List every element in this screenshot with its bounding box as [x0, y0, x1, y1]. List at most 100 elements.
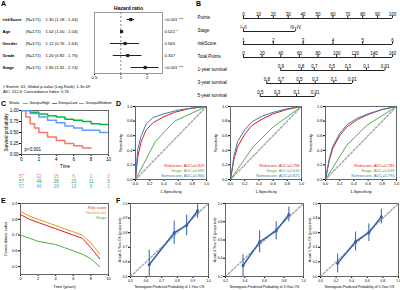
svg-text:1.12 (0.76 - 1.64): 1.12 (0.76 - 1.64): [46, 41, 79, 46]
svg-text:III~IV: III~IV: [290, 25, 301, 30]
svg-text:I~II: I~II: [240, 25, 246, 30]
svg-text:1: 1: [107, 184, 110, 189]
svg-text:20: 20: [271, 12, 277, 17]
svg-text:0.0: 0.0: [133, 181, 139, 186]
svg-text:1.0: 1.0: [396, 279, 400, 283]
svg-text:8: 8: [90, 276, 93, 281]
svg-text:1.0: 1.0: [222, 104, 228, 109]
svg-text:0.6: 0.6: [175, 181, 181, 186]
svg-text:100: 100: [333, 51, 341, 56]
svg-text:1.0: 1.0: [317, 104, 323, 109]
svg-text:0.5: 0.5: [123, 275, 128, 279]
svg-text:0.0: 0.0: [323, 181, 329, 186]
svg-text:0.00: 0.00: [10, 152, 19, 157]
svg-text:0.4: 0.4: [127, 148, 133, 153]
svg-text:0.4: 0.4: [222, 148, 228, 153]
svg-text:0.8: 0.8: [222, 118, 228, 123]
svg-text:6: 6: [391, 38, 394, 43]
svg-text:(N=171): (N=171): [26, 53, 42, 58]
svg-text:10: 10: [106, 276, 111, 281]
svg-text:riskScore: riskScore: [198, 41, 217, 46]
svg-text:0.5: 0.5: [12, 264, 18, 269]
svg-text:<0.001 ***: <0.001 ***: [165, 65, 184, 70]
svg-text:0.3: 0.3: [274, 90, 281, 95]
svg-text:0.01: 0.01: [348, 77, 357, 82]
svg-text:0.2: 0.2: [147, 181, 153, 186]
svg-text:0.1: 0.1: [331, 77, 338, 82]
svg-text:1.0: 1.0: [204, 181, 210, 186]
svg-text:Stage: Stage: [3, 65, 15, 70]
svg-text:140: 140: [370, 51, 378, 56]
svg-text:4: 4: [332, 38, 335, 43]
svg-text:3: 3: [302, 38, 305, 43]
svg-text:0.4: 0.4: [256, 181, 262, 186]
svg-text:0.8: 0.8: [175, 279, 180, 283]
svg-text:0.6: 0.6: [218, 238, 223, 242]
svg-text:(N=171): (N=171): [26, 41, 42, 46]
svg-text:6: 6: [72, 157, 75, 162]
svg-text:0.2: 0.2: [223, 279, 228, 283]
svg-text:0.5: 0.5: [92, 75, 98, 80]
svg-text:0.9: 0.9: [12, 201, 18, 206]
svg-text:1-Specificity: 1-Specificity: [255, 189, 277, 194]
svg-text:Nomoscore, AUC=0.793: Nomoscore, AUC=0.793: [351, 173, 395, 178]
svg-text:0.4: 0.4: [317, 148, 323, 153]
svg-text:0.8: 0.8: [380, 181, 386, 186]
svg-text:0.0: 0.0: [318, 279, 323, 283]
svg-text:0.5: 0.5: [128, 279, 133, 283]
svg-text:8: 8: [90, 184, 93, 189]
svg-text:5: 5: [361, 38, 364, 43]
svg-text:8: 8: [90, 157, 93, 162]
svg-text:10: 10: [256, 12, 262, 17]
svg-text:Age: Age: [3, 29, 12, 34]
svg-text:(N=171): (N=171): [26, 65, 42, 70]
svg-text:0.50: 0.50: [10, 130, 19, 135]
svg-text:80: 80: [315, 51, 321, 56]
svg-text:1.90 (1.32 - 2.74): 1.90 (1.32 - 2.74): [46, 65, 79, 70]
svg-text:0.9: 0.9: [278, 64, 285, 69]
svg-text:90: 90: [375, 12, 381, 17]
svg-text:Nomoscore, AUC=0.866: Nomoscore, AUC=0.866: [161, 173, 205, 178]
svg-text:0.4: 0.4: [349, 279, 354, 283]
svg-text:0: 0: [242, 51, 245, 56]
svg-text:0.7: 0.7: [159, 279, 164, 283]
svg-text:0.2: 0.2: [313, 260, 318, 264]
svg-text:Sensitivity: Sensitivity: [213, 134, 218, 152]
svg-text:Sensitivity: Sensitivity: [118, 134, 123, 152]
svg-text:0: 0: [242, 12, 245, 17]
svg-text:0.4: 0.4: [313, 245, 318, 249]
svg-text:Stage: Stage: [198, 28, 210, 33]
svg-text:4: 4: [55, 157, 58, 162]
svg-text:0.5: 0.5: [257, 90, 264, 95]
svg-text:0.6: 0.6: [123, 260, 128, 264]
svg-text:0.8: 0.8: [264, 77, 271, 82]
svg-text:1.02 (1.00 - 1.04): 1.02 (1.00 - 1.04): [46, 29, 79, 34]
svg-text:Survival probability: Survival probability: [4, 113, 9, 152]
svg-text:Gender: Gender: [3, 41, 18, 46]
svg-text:Hazard ratio: Hazard ratio: [114, 5, 143, 11]
svg-text:0.2: 0.2: [242, 181, 248, 186]
svg-text:0.6: 0.6: [262, 279, 267, 283]
svg-text:<0.001 ***: <0.001 ***: [165, 17, 184, 22]
svg-text:0.022 *: 0.022 *: [165, 29, 179, 34]
svg-text:Nomogram-Predicted Probability: Nomogram-Predicted Probability of 1-Year…: [135, 285, 205, 289]
svg-text:0.9: 0.9: [191, 279, 196, 283]
svg-text:1-year survival: 1-year survival: [198, 67, 227, 72]
svg-text:1.0: 1.0: [299, 181, 305, 186]
svg-text:0.8: 0.8: [381, 279, 386, 283]
svg-text:0.4: 0.4: [218, 256, 223, 260]
svg-text:0.2: 0.2: [127, 162, 133, 167]
svg-text:1.30 (1.18 - 1.44): 1.30 (1.18 - 1.44): [46, 17, 79, 22]
svg-text:0.8: 0.8: [285, 181, 291, 186]
svg-text:Nomoscore, AUC=0.825: Nomoscore, AUC=0.825: [256, 173, 300, 178]
svg-text:0.2: 0.2: [317, 162, 323, 167]
svg-text:(N=171): (N=171): [26, 17, 42, 22]
svg-text:0.6: 0.6: [317, 133, 323, 138]
svg-text:4: 4: [55, 276, 58, 281]
svg-text:(N=171): (N=171): [26, 29, 42, 34]
svg-text:30: 30: [286, 12, 292, 17]
svg-text:0.6: 0.6: [144, 279, 149, 283]
svg-text:Stage: Stage: [96, 215, 107, 220]
svg-text:1-Specificity: 1-Specificity: [350, 189, 372, 194]
svg-text:0.01: 0.01: [311, 90, 320, 95]
